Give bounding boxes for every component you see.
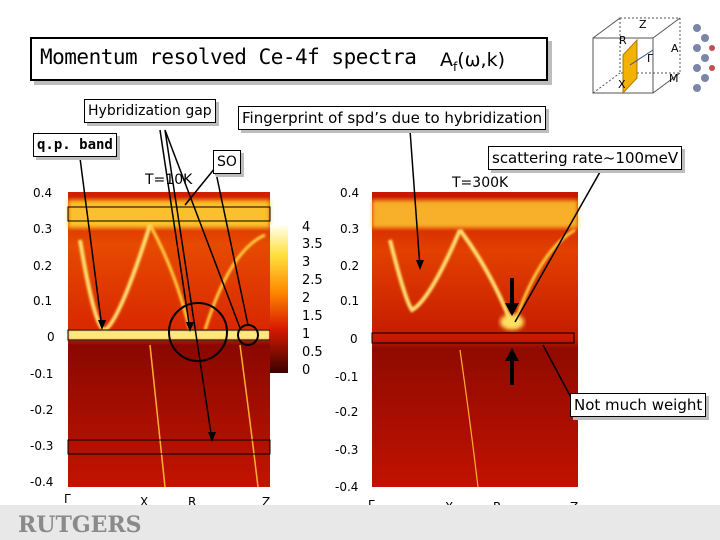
heatmap-10k: [67, 192, 271, 488]
y-tick-left: -0.3: [30, 439, 54, 453]
y-tick-right: 0: [350, 332, 358, 346]
colorbar-tick: 3: [302, 255, 311, 270]
y-tick-right: 0.2: [340, 259, 360, 273]
colorbar-tick: 1: [302, 327, 311, 342]
y-tick-left: 0: [47, 330, 55, 344]
y-tick-right: 0.1: [340, 294, 360, 308]
footer-bar: [0, 505, 720, 540]
scattering-rate-label: scattering rate~100meV: [488, 146, 683, 170]
qp-band-label: q.p. band: [33, 133, 117, 157]
y-tick-left: 0.4: [33, 186, 53, 200]
slide-title: Momentum resolved Ce-4f spectra: [40, 45, 417, 69]
x-tick-left: R: [188, 495, 197, 509]
x-tick-left: X: [140, 495, 149, 509]
y-tick-left: -0.4: [30, 475, 54, 489]
y-tick-left: -0.1: [30, 367, 54, 381]
so-label: SO: [213, 150, 241, 174]
colorbar-tick: 2.5: [302, 273, 323, 288]
colorbar-tick: 0: [302, 363, 311, 378]
y-tick-left: 0.2: [33, 259, 53, 273]
x-tick-left: Γ: [64, 492, 71, 506]
bz-label-gamma: Γ: [647, 52, 654, 65]
y-tick-left: -0.2: [30, 403, 54, 417]
path-line: [629, 49, 654, 66]
temperature-label-10k: T=10K: [145, 172, 193, 188]
temperature-label-300k: T=300K: [452, 175, 509, 191]
colorbar-tick: 1.5: [302, 309, 323, 324]
bz-label-z: Z: [639, 18, 647, 31]
heatmap-300k: [371, 192, 578, 488]
colorbar: [270, 225, 288, 373]
y-tick-right: -0.3: [335, 443, 359, 457]
colorbar-tick: 2: [302, 291, 311, 306]
bz-label-m: M: [669, 72, 679, 85]
fingerprint-label: Fingerprint of spd’s due to hybridizatio…: [238, 106, 547, 130]
spectral-formula: Af(ω,k): [440, 49, 506, 74]
y-tick-left: 0.3: [33, 222, 53, 236]
y-tick-right: -0.1: [335, 370, 359, 384]
arrow-heads: [98, 260, 424, 442]
x-tick-left: Z: [262, 495, 271, 509]
zone-plane: [622, 38, 638, 95]
not-much-weight-label: Not much weight: [570, 393, 707, 417]
y-tick-left: 0.1: [33, 294, 53, 308]
crystal-atoms: [693, 24, 715, 92]
colorbar-tick: 4: [302, 220, 311, 235]
y-tick-right: -0.2: [335, 405, 359, 419]
bz-label-a: A: [671, 42, 679, 55]
y-tick-right: -0.4: [335, 480, 359, 494]
bz-label-r: R: [619, 34, 627, 47]
rutgers-logo: RUTGERS: [18, 512, 142, 538]
y-tick-right: 0.3: [340, 222, 360, 236]
title-box: [30, 37, 548, 81]
annotation-arrows: [79, 129, 601, 441]
weight-arrows: [505, 278, 519, 385]
hybridization-gap-label: Hybridization gap: [84, 99, 216, 123]
y-tick-right: 0.4: [340, 186, 360, 200]
colorbar-tick: 3.5: [302, 237, 323, 252]
colorbar-tick: 0.5: [302, 345, 323, 360]
bz-label-x: X: [618, 78, 626, 91]
brillouin-zone-diagram: Z R Γ A X M: [592, 17, 715, 95]
